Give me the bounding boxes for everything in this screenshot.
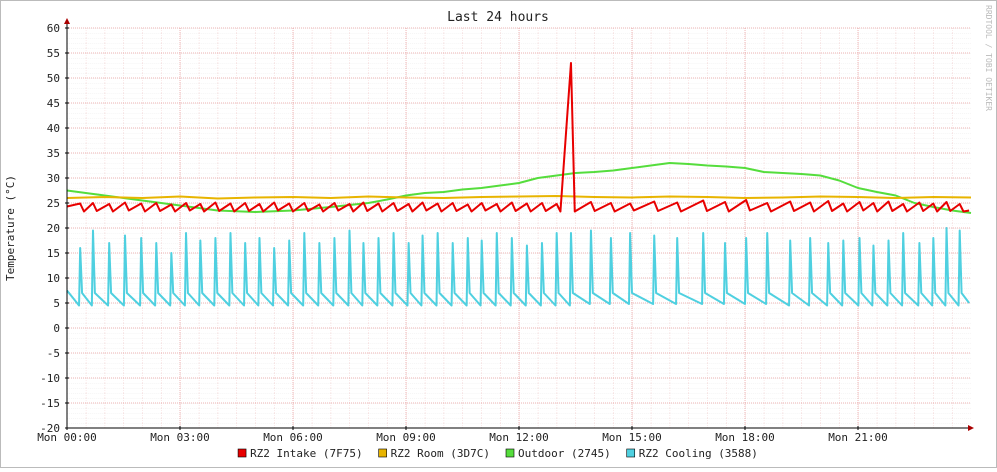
x-tick-label: Mon 12:00: [489, 431, 549, 444]
chart-title: Last 24 hours: [447, 10, 549, 25]
y-tick-label: 30: [47, 172, 60, 185]
legend-swatch: [378, 448, 387, 458]
legend-swatch: [505, 448, 515, 458]
series-line: [66, 62, 970, 213]
x-tick-label: Mon 21:00: [828, 431, 888, 444]
x-tick-label: Mon 00:00: [37, 431, 97, 444]
x-tick-label: Mon 06:00: [263, 431, 323, 444]
legend-swatch: [237, 448, 247, 458]
y-tick-label: 5: [53, 297, 60, 310]
y-tick-label: 35: [47, 147, 60, 160]
legend-label: Outdoor (2745): [518, 447, 611, 460]
series-line: [66, 227, 970, 307]
watermark: RRDTOOL / TOBI OETIKER: [984, 5, 993, 111]
y-tick-label: 55: [47, 47, 60, 60]
legend-label: RZ2 Cooling (3588): [639, 447, 758, 460]
y-arrow: [64, 18, 70, 24]
legend: RZ2 Intake (7F75) RZ2 Room (3D7C) Outdoor …: [237, 447, 758, 460]
y-tick-label: 15: [47, 247, 60, 260]
y-tick-label: 60: [47, 22, 60, 35]
y-tick-label: 10: [47, 272, 60, 285]
y-tick-label: 20: [47, 222, 60, 235]
y-tick-label: 50: [47, 72, 60, 85]
y-tick-label: -20: [40, 422, 60, 435]
y-axis-label: Temperature (°C): [4, 175, 17, 281]
x-arrow: [968, 425, 974, 431]
x-tick-label: Mon 09:00: [376, 431, 436, 444]
x-tick-label: Mon 18:00: [715, 431, 775, 444]
legend-label: RZ2 Intake (7F75): [250, 447, 363, 460]
y-tick-label: -5: [47, 347, 60, 360]
y-tick-label: -15: [40, 397, 60, 410]
series-line: [66, 195, 972, 200]
y-tick-label: 25: [47, 197, 60, 210]
y-tick-label: 40: [47, 122, 60, 135]
x-tick-label: Mon 15:00: [602, 431, 662, 444]
legend-swatch: [626, 448, 636, 458]
grid: [66, 27, 971, 429]
y-tick-label: 0: [53, 322, 60, 335]
y-tick-label: 45: [47, 97, 60, 110]
x-tick-label: Mon 03:00: [150, 431, 210, 444]
legend-label: RZ2 Room (3D7C): [391, 447, 490, 460]
axes: -20 -15 -10 -5 0 5 10 15 20 25 30 35 40 45 50 55 60 Mon 0…: [37, 18, 974, 444]
plot: [66, 62, 972, 307]
y-tick-label: -10: [40, 372, 60, 385]
